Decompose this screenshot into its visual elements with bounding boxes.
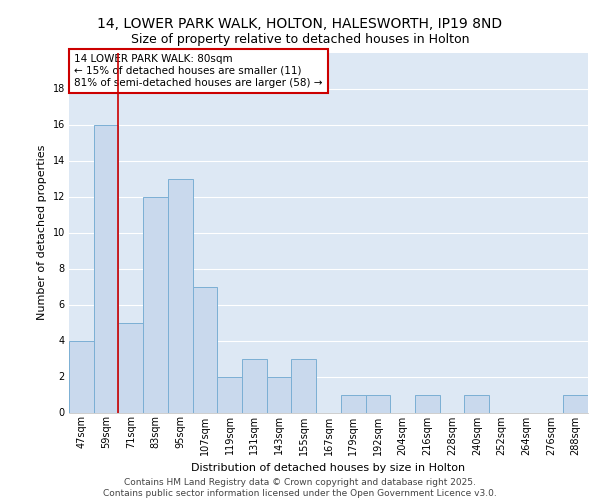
Bar <box>292 358 316 412</box>
Bar <box>365 394 390 412</box>
Bar <box>118 322 143 412</box>
Bar <box>143 196 168 412</box>
Bar <box>563 394 588 412</box>
Bar <box>217 376 242 412</box>
Text: Contains HM Land Registry data © Crown copyright and database right 2025.
Contai: Contains HM Land Registry data © Crown c… <box>103 478 497 498</box>
Bar <box>267 376 292 412</box>
Text: 14, LOWER PARK WALK, HOLTON, HALESWORTH, IP19 8ND: 14, LOWER PARK WALK, HOLTON, HALESWORTH,… <box>97 18 503 32</box>
Bar <box>415 394 440 412</box>
Y-axis label: Number of detached properties: Number of detached properties <box>37 145 47 320</box>
Text: 14 LOWER PARK WALK: 80sqm
← 15% of detached houses are smaller (11)
81% of semi-: 14 LOWER PARK WALK: 80sqm ← 15% of detac… <box>74 54 323 88</box>
Bar <box>242 358 267 412</box>
X-axis label: Distribution of detached houses by size in Holton: Distribution of detached houses by size … <box>191 463 466 473</box>
Bar <box>341 394 365 412</box>
Bar <box>168 178 193 412</box>
Bar <box>69 340 94 412</box>
Bar <box>193 286 217 412</box>
Text: Size of property relative to detached houses in Holton: Size of property relative to detached ho… <box>131 32 469 46</box>
Bar <box>94 124 118 412</box>
Bar <box>464 394 489 412</box>
